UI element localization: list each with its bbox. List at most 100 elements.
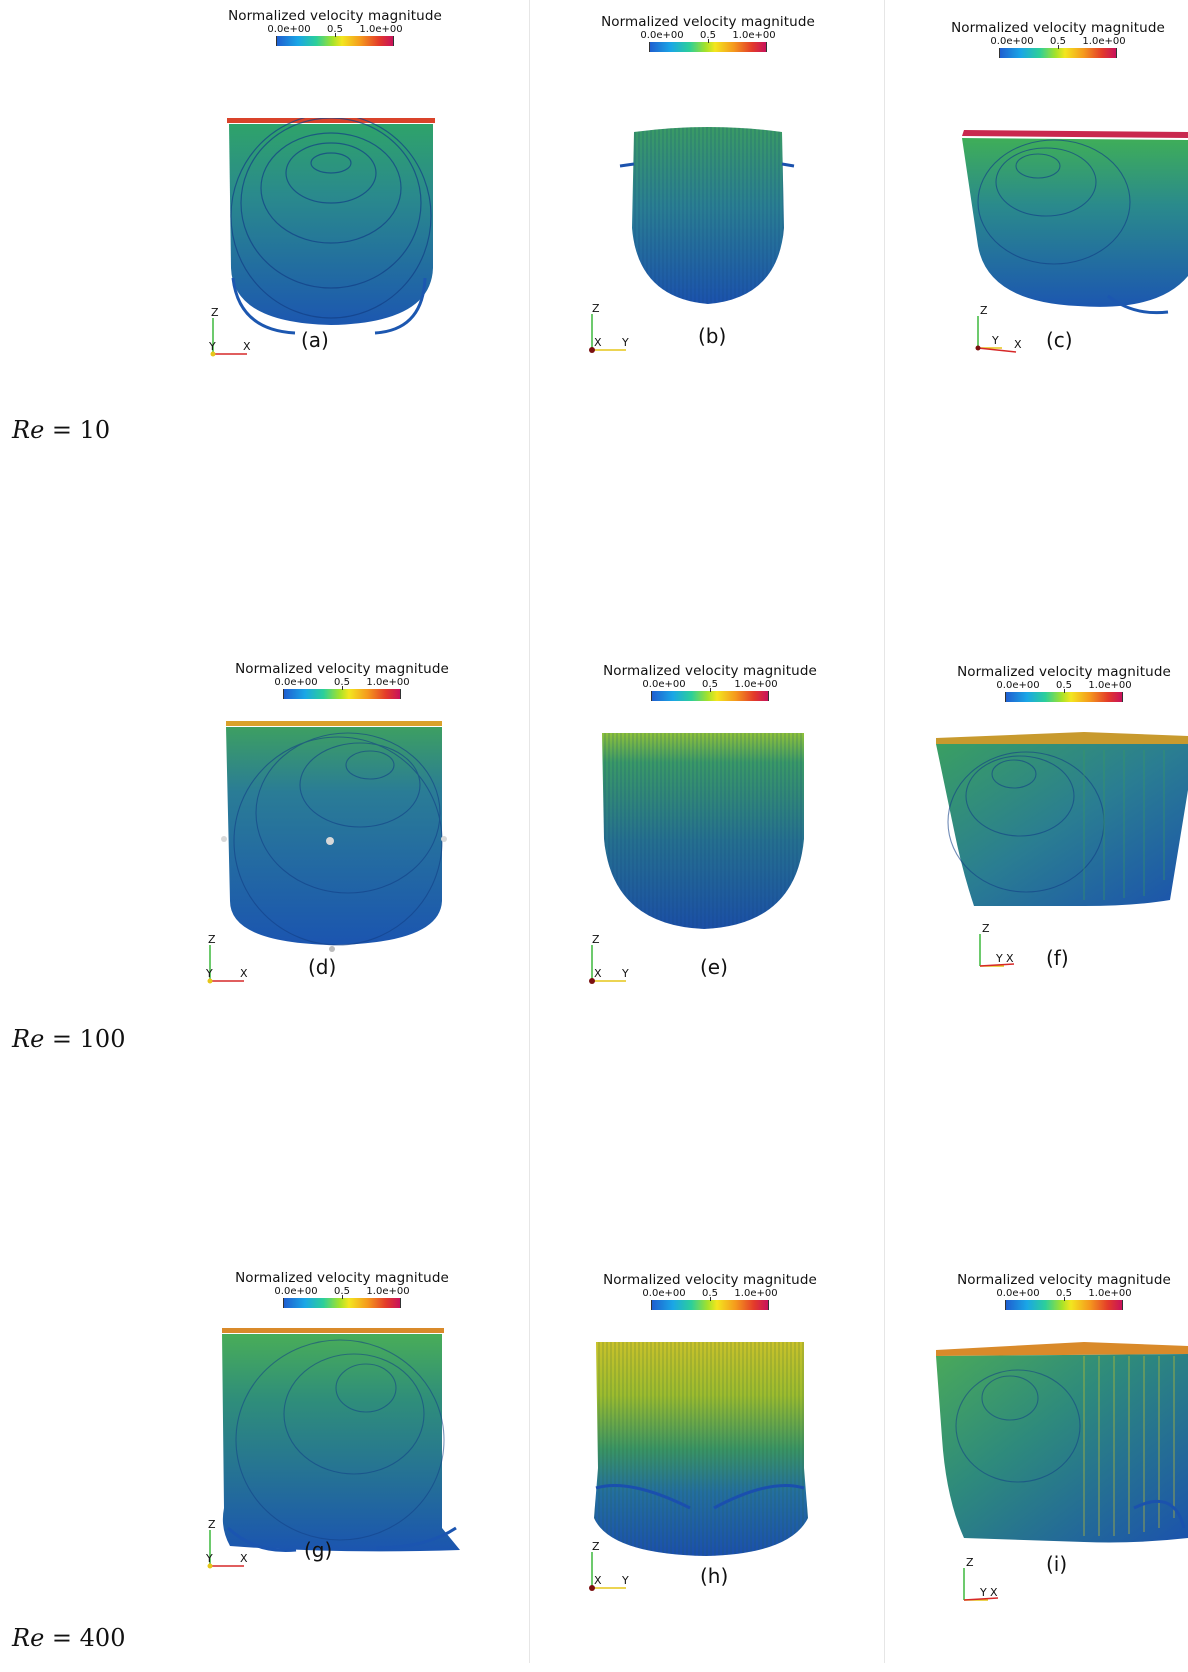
colorbar: Normalized velocity magnitude 0.0e+00 0.5… xyxy=(212,1270,472,1308)
axes-triad: Z Y X xyxy=(972,304,1028,360)
colorbar-gradient xyxy=(1005,1297,1123,1310)
panel-label: (a) xyxy=(301,328,329,352)
colorbar: Normalized velocity magnitude 0.0e+00 0.5… xyxy=(578,14,838,52)
colorbar-tick-min: 0.0e+00 xyxy=(990,36,1034,47)
axes-triad: Z Y X xyxy=(958,1556,1014,1612)
colorbar-tick-min: 0.0e+00 xyxy=(640,30,684,41)
colorbar-title: Normalized velocity magnitude xyxy=(957,664,1171,680)
column-divider-2 xyxy=(884,0,885,1663)
panel-g: Normalized velocity magnitude 0.0e+00 0.5… xyxy=(206,1270,472,1670)
reynolds-label-row-2: Re = 100 xyxy=(12,1025,126,1053)
axis-z-label: Z xyxy=(208,1518,216,1531)
colorbar-gradient xyxy=(283,1295,401,1308)
colorbar-tick-min: 0.0e+00 xyxy=(274,1286,318,1297)
panel-e: Normalized velocity magnitude 0.0e+00 0.5… xyxy=(580,663,840,1063)
colorbar: Normalized velocity magnitude 0.0e+00 0.5… xyxy=(580,663,840,701)
colorbar-title: Normalized velocity magnitude xyxy=(235,1270,449,1286)
panel-label: (c) xyxy=(1046,328,1073,352)
colorbar-title: Normalized velocity magnitude xyxy=(603,1272,817,1288)
panel-label: (g) xyxy=(304,1538,333,1562)
panel-b: Normalized velocity magnitude 0.0e+00 0.5… xyxy=(578,14,838,414)
colorbar-gradient xyxy=(649,39,767,52)
axis-x-label: X xyxy=(1006,952,1014,965)
axis-y-label: Y xyxy=(992,334,999,347)
colorbar-gradient xyxy=(276,33,394,46)
axes-triad: Z X Y xyxy=(582,302,638,354)
colorbar-tick-min: 0.0e+00 xyxy=(996,1288,1040,1299)
colorbar-tick-min: 0.0e+00 xyxy=(267,24,311,35)
colorbar-tick-mid: 0.5 xyxy=(1056,1288,1072,1299)
colorbar: Normalized velocity magnitude 0.0e+00 0.5… xyxy=(205,8,465,46)
colorbar-tick-mid: 0.5 xyxy=(702,679,718,690)
axis-y-label: Y xyxy=(622,336,629,349)
panel-label: (f) xyxy=(1046,946,1069,970)
axis-y-label: Y xyxy=(996,952,1003,965)
axis-z-label: Z xyxy=(966,1556,974,1569)
axis-y-label: Y xyxy=(209,340,216,353)
colorbar: Normalized velocity magnitude 0.0e+00 0.5… xyxy=(934,1272,1188,1310)
axis-z-label: Z xyxy=(982,922,990,935)
axes-triad: Z Y X xyxy=(204,1518,260,1570)
panel-label: (b) xyxy=(698,324,727,348)
axis-x-label: X xyxy=(594,336,602,349)
streamline-render xyxy=(222,1328,460,1553)
axes-triad: Z Y X xyxy=(207,306,263,358)
panel-label: (e) xyxy=(700,955,728,979)
axis-z-label: Z xyxy=(208,933,216,946)
streamline-render xyxy=(619,127,795,304)
axis-y-label: Y xyxy=(980,1586,987,1599)
colorbar-tick-max: 1.0e+00 xyxy=(359,24,403,35)
colorbar-title: Normalized velocity magnitude xyxy=(601,14,815,30)
colorbar-tick-mid: 0.5 xyxy=(702,1288,718,1299)
panel-i: Normalized velocity magnitude 0.0e+00 0.5… xyxy=(934,1272,1188,1672)
colorbar-tick-min: 0.0e+00 xyxy=(642,1288,686,1299)
reynolds-label-row-3: Re = 400 xyxy=(12,1624,126,1652)
streamline-render xyxy=(936,732,1188,906)
panel-a: Normalized velocity magnitude 0.0e+00 0.5… xyxy=(205,8,465,408)
reynolds-label-row-1: Re = 10 xyxy=(12,416,111,444)
colorbar: Normalized velocity magnitude 0.0e+00 0.5… xyxy=(580,1272,840,1310)
axis-z-label: Z xyxy=(592,1540,600,1553)
column-divider-1 xyxy=(529,0,530,1663)
colorbar-tick-min: 0.0e+00 xyxy=(996,680,1040,691)
colorbar-tick-min: 0.0e+00 xyxy=(642,679,686,690)
axis-z-label: Z xyxy=(211,306,219,319)
axes-triad: Z X Y xyxy=(582,933,638,985)
axis-z-label: Z xyxy=(592,302,600,315)
colorbar-tick-max: 1.0e+00 xyxy=(734,1288,778,1299)
colorbar: Normalized velocity magnitude 0.0e+00 0.5… xyxy=(212,661,472,699)
axes-triad: Z X Y xyxy=(582,1540,638,1592)
colorbar-tick-mid: 0.5 xyxy=(327,24,343,35)
colorbar-gradient xyxy=(651,1297,769,1310)
colorbar-tick-mid: 0.5 xyxy=(1050,36,1066,47)
axis-x-label: X xyxy=(1014,338,1022,351)
colorbar-tick-max: 1.0e+00 xyxy=(732,30,776,41)
colorbar-tick-max: 1.0e+00 xyxy=(366,677,410,688)
colorbar-title: Normalized velocity magnitude xyxy=(228,8,442,24)
axes-triad: Z Y X xyxy=(974,922,1030,978)
axis-x-label: X xyxy=(990,1586,998,1599)
colorbar-gradient xyxy=(1005,689,1123,702)
streamline-render xyxy=(936,1342,1188,1543)
colorbar-tick-max: 1.0e+00 xyxy=(734,679,778,690)
colorbar-title: Normalized velocity magnitude xyxy=(957,1272,1171,1288)
colorbar: Normalized velocity magnitude 0.0e+00 0.5… xyxy=(934,664,1188,702)
colorbar-title: Normalized velocity magnitude xyxy=(235,661,449,677)
colorbar-gradient xyxy=(651,688,769,701)
axis-x-label: X xyxy=(240,967,248,980)
panel-label: (h) xyxy=(700,1564,729,1588)
axis-x-label: X xyxy=(240,1552,248,1565)
colorbar-tick-mid: 0.5 xyxy=(1056,680,1072,691)
panel-c: Normalized velocity magnitude 0.0e+00 0.5… xyxy=(928,20,1188,420)
colorbar-tick-mid: 0.5 xyxy=(700,30,716,41)
streamline-render xyxy=(227,118,435,335)
colorbar-gradient xyxy=(283,686,401,699)
colorbar: Normalized velocity magnitude 0.0e+00 0.5… xyxy=(928,20,1188,58)
colorbar-title: Normalized velocity magnitude xyxy=(603,663,817,679)
colorbar-tick-max: 1.0e+00 xyxy=(1088,680,1132,691)
axis-x-label: X xyxy=(594,967,602,980)
axis-y-label: Y xyxy=(206,967,213,980)
panel-d: Normalized velocity magnitude 0.0e+00 0.5… xyxy=(206,661,472,1061)
axes-triad: Z Y X xyxy=(204,933,260,985)
axis-y-label: Y xyxy=(622,967,629,980)
